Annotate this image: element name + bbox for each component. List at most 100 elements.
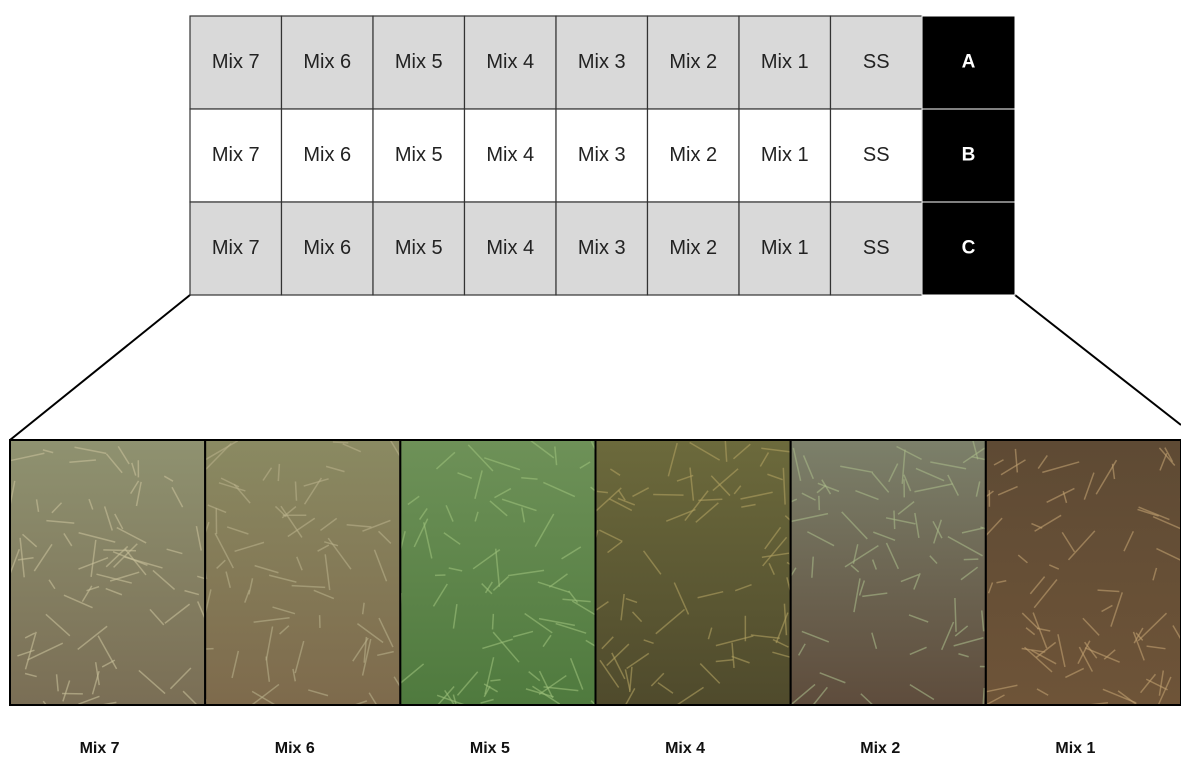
texture-stroke (1031, 649, 1057, 665)
texture-stroke (368, 692, 378, 706)
texture-stroke (166, 548, 183, 555)
texture-stroke (389, 440, 401, 458)
texture-stroke (484, 657, 495, 695)
grid-cell (555, 108, 649, 203)
texture-stroke (1103, 649, 1116, 660)
cell-label: Mix 2 (669, 144, 717, 166)
texture-stroke (734, 583, 752, 592)
texture-stroke (327, 537, 352, 570)
texture-stroke (45, 613, 71, 637)
texture-stroke (933, 519, 943, 544)
texture-stroke (562, 598, 591, 603)
texture-stroke (96, 573, 132, 584)
texture-stroke (244, 589, 251, 603)
texture-stroke (452, 694, 457, 706)
row-label-cell (921, 108, 1016, 203)
texture-stroke (855, 489, 879, 501)
texture-stroke (292, 668, 297, 682)
texture-stroke (69, 459, 96, 464)
texture-stroke (953, 637, 984, 647)
photo-strip: Mix 7 Mix 6 Mix 5 Mix 4 Mix 2 Mix 1 (9, 439, 1181, 757)
texture-stroke (97, 635, 118, 670)
texture-stroke (33, 543, 53, 572)
texture-stroke (324, 554, 331, 591)
texture-stroke (1102, 688, 1137, 704)
texture-stroke (689, 441, 721, 461)
cell-label: Mix 7 (212, 237, 260, 259)
texture-stroke (543, 481, 576, 498)
texture-stroke (620, 593, 625, 621)
texture-stroke (251, 683, 280, 706)
texture-stroke (489, 500, 508, 517)
texture-stroke (626, 652, 650, 670)
texture-stroke (790, 512, 829, 523)
texture-stroke (569, 657, 584, 690)
grid-cell (646, 15, 740, 110)
texture-stroke (1152, 516, 1181, 530)
texture-stroke (715, 659, 734, 663)
texture-stroke (732, 443, 751, 460)
texture-stroke (196, 601, 206, 620)
texture-stroke (731, 642, 735, 669)
texture-stroke (86, 585, 100, 592)
texture-stroke (1164, 447, 1174, 463)
texture-stroke (538, 670, 554, 699)
texture-stroke (1037, 454, 1048, 469)
texture-stroke (954, 625, 969, 637)
texture-stroke (437, 686, 455, 706)
texture-stroke (841, 511, 868, 540)
zoom-line (9, 294, 191, 441)
field-photo (10, 440, 206, 705)
texture-stroke (653, 493, 684, 496)
texture-stroke (216, 559, 226, 570)
field-photo (790, 440, 986, 705)
texture-stroke (958, 653, 969, 658)
cell-label: SS (863, 144, 890, 166)
texture-stroke (490, 679, 501, 682)
texture-stroke (853, 578, 861, 613)
grid-cell (189, 15, 283, 110)
texture-stroke (294, 481, 298, 501)
texture-stroke (715, 635, 754, 647)
texture-stroke (643, 639, 654, 645)
texture-stroke (997, 485, 1018, 496)
texture-stroke (579, 461, 591, 469)
texture-stroke (48, 579, 56, 590)
texture-stroke (494, 548, 501, 587)
texture-stroke (78, 695, 100, 705)
texture-stroke (598, 529, 623, 543)
texture-stroke (63, 533, 73, 547)
texture-stroke (1110, 592, 1124, 627)
texture-stroke (695, 502, 719, 523)
texture-stroke (317, 544, 330, 552)
texture-stroke (1083, 472, 1095, 500)
texture-stroke (601, 636, 614, 650)
texture-stroke (103, 506, 113, 531)
texture-stroke (482, 638, 513, 650)
texture-stroke (109, 571, 140, 582)
cell-label: Mix 5 (395, 144, 443, 166)
texture-stroke (313, 589, 335, 600)
texture-stroke (268, 574, 297, 583)
texture-stroke (24, 672, 37, 678)
texture-stroke (1157, 676, 1172, 706)
texture-stroke (537, 581, 570, 594)
cell-label: Mix 1 (761, 144, 809, 166)
grid-cell (372, 15, 466, 110)
texture-stroke (131, 462, 137, 476)
texture-stroke (607, 540, 623, 554)
row-label: B (962, 145, 976, 166)
row-label: C (962, 238, 976, 259)
texture-stroke (303, 478, 329, 487)
texture-stroke (287, 517, 316, 538)
texture-stroke (361, 602, 365, 615)
cell-label: Mix 1 (761, 51, 809, 73)
texture-stroke (960, 566, 979, 581)
texture-stroke (811, 556, 814, 578)
texture-stroke (609, 498, 633, 512)
texture-stroke (432, 583, 448, 607)
texture-stroke (571, 600, 596, 616)
texture-stroke (205, 442, 232, 470)
texture-stroke (1046, 487, 1075, 503)
grid-cell (738, 108, 832, 203)
